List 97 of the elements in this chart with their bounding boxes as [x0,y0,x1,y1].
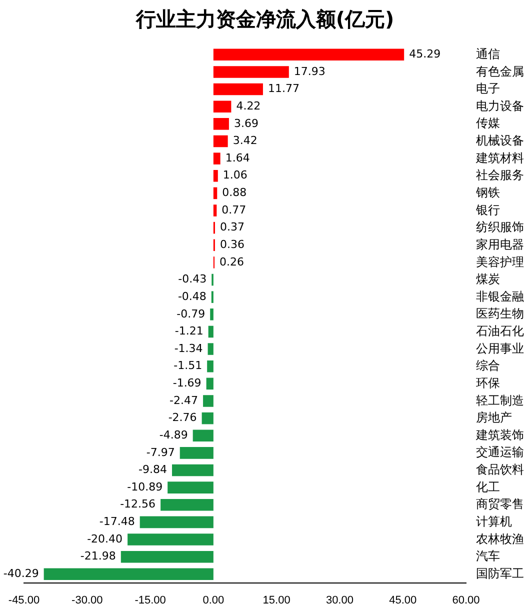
chart-title: 行业主力资金净流入额(亿元) [134,6,396,33]
data-label: -10.89 [127,480,163,494]
y-tick-label: 电力设备 [476,98,524,113]
y-tick-label: 国防军工 [476,566,524,580]
bar [160,498,214,511]
y-tick-label: 煤炭 [476,272,500,286]
y-tick-label: 建筑装饰 [475,428,524,442]
y-tick-label: 纺织服饰 [476,220,524,234]
data-label: 3.42 [232,134,258,148]
y-tick-label: 汽车 [476,549,500,564]
data-label: -4.89 [159,428,188,442]
bar [192,430,214,442]
y-tick-label: 农林牧渔 [476,532,524,546]
y-tick-label: 公用事业 [476,341,524,356]
bar [213,118,229,130]
data-label: 0.26 [220,255,244,268]
bar [140,516,214,528]
data-label: -21.98 [80,550,116,563]
y-tick-label: 房地产 [476,410,512,425]
y-tick-label: 美容护理 [476,254,524,269]
y-tick-label: 通信 [476,46,500,61]
bar [213,204,217,216]
data-label: 0.36 [220,238,244,251]
y-tick-label: 建筑材料 [475,150,524,165]
data-label: -7.97 [146,446,175,459]
y-tick-label: 化工 [476,480,500,494]
data-label: 0.77 [222,203,246,216]
bar [206,378,214,390]
y-tick-label: 银行 [475,202,500,217]
bar [44,568,214,580]
x-tick-label: 45.00 [389,594,417,606]
data-label: 1.06 [222,168,248,182]
y-tick-label: 交通运输 [476,445,524,460]
bar [213,66,289,78]
y-tick-label: 机械设备 [476,134,524,148]
bar [208,326,214,338]
bar [180,447,214,459]
data-label: -2.47 [170,394,198,407]
data-label: -12.56 [120,498,156,511]
y-tick-label: 有色金属 [476,64,524,78]
bar [213,48,404,61]
y-tick-label: 电子 [476,82,500,96]
data-label: 0.37 [220,220,244,234]
x-tick-label: 15.00 [262,594,290,606]
bar [168,482,214,494]
data-label: -20.40 [87,532,123,546]
x-tick-label: -45.00 [8,594,40,606]
y-tick-label: 商贸零售 [476,497,524,512]
y-tick-label: 家用电器 [476,237,524,252]
data-label: -0.79 [176,307,206,320]
data-label: -1.51 [174,359,202,372]
data-label: 45.29 [409,48,441,61]
y-tick-label: 非银金融 [476,289,524,304]
bar [120,550,214,563]
bar [128,534,214,546]
data-label: 17.93 [294,64,326,78]
data-label: -2.76 [168,411,197,424]
x-tick-label: -15.00 [134,594,166,606]
data-label: -9.84 [138,463,168,476]
data-label: -1.69 [172,376,202,390]
bar [203,395,214,407]
y-tick-label: 石油石化 [476,324,524,338]
y-tick-label: 环保 [476,376,500,390]
data-label: -0.48 [178,290,206,303]
bar [210,308,214,320]
y-tick-label: 计算机 [476,514,512,529]
data-label: 11.77 [268,82,300,96]
x-tick-label: 30.00 [326,594,354,606]
bar [213,170,218,182]
bar [208,343,214,355]
data-label: 0.88 [222,186,247,200]
data-label: 4.22 [236,99,261,112]
data-label: -17.48 [99,515,135,528]
data-label: -1.21 [174,324,204,338]
data-label: -40.29 [3,567,39,580]
y-tick-label: 轻工制造 [476,393,524,408]
data-label: -1.34 [174,342,203,355]
x-tick-label: 0.00 [202,594,224,606]
bar [213,135,228,148]
y-tick-label: 钢铁 [475,186,500,200]
data-label: 3.69 [234,116,258,130]
bar [172,464,214,476]
bar [213,100,232,112]
y-tick-label: 食品饮料 [476,462,524,477]
bar [213,187,218,200]
data-label: -0.43 [178,272,207,286]
bar [213,152,220,164]
bar [207,360,214,372]
x-tick-label: 60.00 [452,594,480,606]
bar [202,412,214,424]
bar [213,83,263,96]
x-tick-label: -30.00 [72,594,103,606]
y-tick-label: 社会服务 [476,168,524,182]
y-tick-label: 传媒 [476,116,500,130]
y-tick-label: 综合 [476,358,500,373]
y-tick-label: 医药生物 [476,306,524,321]
data-label: 1.64 [225,151,250,164]
